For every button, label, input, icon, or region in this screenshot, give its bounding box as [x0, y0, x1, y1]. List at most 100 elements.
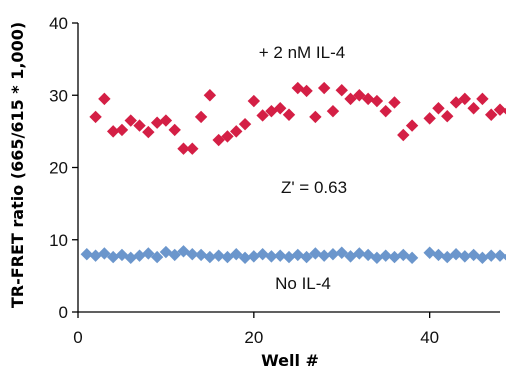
data-point	[256, 248, 269, 261]
data-point	[221, 130, 234, 143]
data-point	[124, 251, 137, 265]
data-point	[142, 247, 155, 260]
data-point	[370, 94, 384, 108]
data-point	[89, 249, 102, 262]
data-point	[432, 102, 445, 115]
data-point	[194, 248, 208, 262]
data-point	[502, 253, 506, 261]
data-point	[458, 92, 472, 106]
data-point	[423, 246, 436, 259]
data-point	[194, 110, 208, 124]
data-point	[353, 247, 366, 260]
data-point	[89, 110, 102, 124]
data-point	[317, 249, 331, 262]
data-point	[177, 245, 190, 258]
data-point	[441, 110, 454, 123]
data-point	[282, 250, 296, 264]
data-point	[98, 247, 111, 260]
data-point	[150, 116, 164, 129]
data-point	[370, 251, 384, 265]
data-point	[142, 125, 155, 139]
data-point	[432, 248, 445, 262]
data-point	[230, 125, 243, 138]
annotation-z-prime: Z' = 0.63	[281, 178, 347, 197]
data-point	[265, 250, 278, 263]
data-point	[379, 249, 392, 262]
data-point	[247, 250, 261, 263]
data-point	[124, 114, 137, 127]
data-point	[493, 249, 506, 262]
data-point	[379, 104, 392, 118]
data-point	[106, 250, 120, 264]
data-point	[168, 248, 181, 262]
data-point	[133, 119, 146, 132]
data-point	[449, 248, 463, 261]
data-point	[256, 109, 269, 122]
data-point	[361, 92, 375, 106]
data-point	[317, 81, 331, 95]
data-point	[388, 96, 401, 109]
data-point	[493, 103, 506, 116]
data-point	[502, 107, 506, 115]
y-axis-title: TR-FRET ratio (665/615 * 1,000)	[8, 22, 27, 308]
data-point	[186, 142, 199, 155]
data-point	[344, 92, 357, 106]
data-point	[80, 248, 93, 261]
data-point	[353, 89, 366, 102]
data-point	[476, 92, 489, 106]
data-point	[291, 248, 304, 262]
data-point	[476, 251, 489, 265]
data-point	[133, 249, 146, 262]
data-point	[150, 250, 164, 264]
data-point	[388, 250, 401, 264]
axes	[77, 23, 500, 313]
data-point	[397, 128, 410, 142]
data-point	[309, 247, 322, 260]
x-tick-label: 0	[73, 328, 82, 347]
data-point	[300, 84, 313, 98]
data-point	[423, 112, 436, 125]
data-point	[300, 250, 313, 264]
data-point	[177, 142, 190, 155]
series-0	[89, 81, 506, 155]
x-tick-label: 20	[244, 328, 263, 347]
data-point	[274, 249, 287, 262]
series-1	[80, 245, 506, 265]
data-point	[485, 249, 498, 262]
data-point	[247, 94, 261, 108]
data-point	[115, 123, 129, 137]
data-point	[458, 250, 472, 263]
data-point	[485, 108, 498, 121]
data-point	[309, 110, 322, 124]
data-point	[159, 114, 173, 127]
data-point	[282, 108, 296, 121]
data-point	[203, 250, 217, 264]
data-point	[212, 133, 225, 147]
data-point	[326, 248, 340, 261]
data-point	[238, 117, 252, 131]
y-tick-label: 40	[49, 14, 68, 33]
annotation-plus-il4: + 2 nM IL-4	[259, 43, 345, 62]
y-tick-label: 10	[49, 231, 68, 250]
data-point	[405, 119, 419, 132]
x-axis-title: Well #	[261, 351, 319, 370]
data-point	[326, 104, 340, 118]
ticks: 0 10 20 30 40 0 20 40	[49, 14, 439, 347]
y-tick-label: 0	[59, 303, 68, 322]
x-tick-label: 40	[420, 328, 439, 347]
data-point	[168, 123, 181, 137]
data-point	[335, 83, 348, 97]
data-point	[449, 96, 463, 109]
data-point	[274, 102, 287, 115]
data-point	[106, 125, 120, 138]
y-tick-label: 30	[49, 86, 68, 105]
data-points	[80, 81, 506, 265]
data-point	[203, 89, 217, 102]
data-point	[405, 251, 419, 265]
y-tick-label: 20	[49, 159, 68, 178]
data-point	[186, 248, 199, 261]
data-point	[230, 248, 243, 261]
data-point	[212, 249, 225, 262]
data-point	[238, 251, 252, 265]
